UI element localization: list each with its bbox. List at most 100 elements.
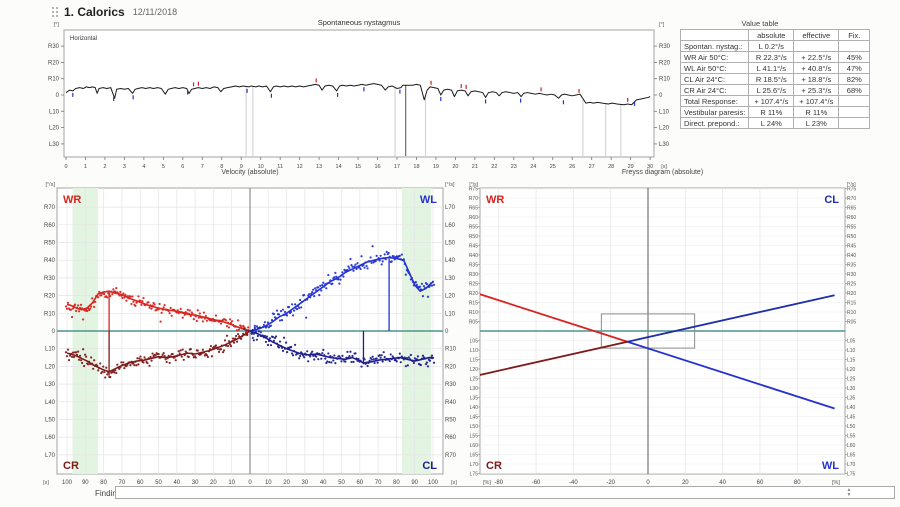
svg-text:R75: R75	[469, 186, 478, 192]
svg-text:WR: WR	[63, 194, 81, 206]
svg-text:-20: -20	[606, 480, 615, 486]
svg-text:R20: R20	[445, 364, 457, 370]
horizontal-trace	[65, 83, 651, 106]
svg-text:WL: WL	[822, 460, 839, 472]
value-table-row: Direct. prepond.: L 24% L 23%	[679, 117, 871, 129]
svg-text:R20: R20	[48, 60, 60, 66]
svg-text:R35: R35	[469, 262, 478, 268]
svg-text:CR: CR	[63, 460, 79, 472]
svg-text:0: 0	[248, 480, 252, 486]
svg-text:L70: L70	[45, 453, 56, 459]
value-table-cell	[838, 106, 871, 118]
svg-text:L70: L70	[445, 205, 456, 211]
drag-handle-icon[interactable]	[52, 7, 58, 17]
value-table-column-header	[679, 29, 750, 41]
svg-text:0: 0	[64, 164, 67, 170]
svg-text:60: 60	[757, 480, 764, 486]
value-table-cell	[838, 40, 871, 52]
svg-text:2: 2	[103, 164, 106, 170]
value-table-cell: + 22.5°/s	[793, 51, 840, 63]
value-table-cell: R 11%	[793, 106, 840, 118]
svg-text:1: 1	[84, 164, 87, 170]
svg-text:L30: L30	[45, 382, 56, 388]
svg-text:L50: L50	[470, 424, 479, 430]
svg-text:CR: CR	[486, 460, 502, 472]
svg-text:24: 24	[530, 164, 536, 170]
svg-text:R40: R40	[469, 253, 478, 259]
svg-text:WR: WR	[486, 194, 504, 206]
svg-text:R25: R25	[469, 281, 478, 287]
spontaneous-nystagmus-chart: Spontaneous nystagmus L30 L30 L20 L20 L10 L10 0…	[48, 18, 671, 170]
svg-text:[%]: [%]	[483, 480, 491, 486]
svg-text:15: 15	[355, 164, 361, 170]
svg-text:L15: L15	[470, 357, 479, 363]
svg-text:40: 40	[719, 480, 726, 486]
value-table-row: Spontan. nystag.: L 0.2°/s	[679, 40, 871, 52]
svg-text:R35: R35	[847, 262, 856, 268]
value-table-title: Value table	[741, 19, 779, 28]
svg-text:L40: L40	[45, 400, 56, 406]
svg-text:6: 6	[181, 164, 184, 170]
findings-input[interactable]	[115, 486, 895, 499]
svg-text:10: 10	[258, 164, 264, 170]
value-table-body: Spontan. nystag.: L 0.2°/s WR Air 50°C: R 2…	[679, 40, 871, 129]
svg-text:L25: L25	[470, 376, 479, 382]
svg-text:10: 10	[265, 480, 272, 486]
svg-text:0: 0	[646, 480, 650, 486]
scroll-up-button[interactable]: ▲	[846, 487, 852, 493]
value-table-row: Total Response: + 107.4°/s + 107.4°/s	[679, 95, 871, 107]
svg-text:R50: R50	[847, 234, 856, 240]
svg-text:R55: R55	[469, 224, 478, 230]
svg-text:16: 16	[374, 164, 380, 170]
svg-text:-60: -60	[532, 480, 541, 486]
svg-text:L60: L60	[847, 443, 856, 449]
svg-text:80: 80	[794, 480, 801, 486]
svg-text:L65: L65	[470, 452, 479, 458]
value-table-row: CL Air 24°C: R 18.5°/s + 18.8°/s 82%	[679, 73, 871, 85]
svg-text:R20: R20	[847, 291, 856, 297]
svg-text:[°]: [°]	[54, 22, 60, 28]
value-table-header: absolute effective Fix.	[679, 29, 871, 41]
svg-text:90: 90	[411, 480, 418, 486]
svg-text:17: 17	[394, 164, 400, 170]
svg-text:[s]: [s]	[661, 164, 667, 170]
value-table-cell: Total Response:	[679, 95, 750, 107]
svg-text:L30: L30	[470, 386, 479, 392]
svg-text:70: 70	[119, 480, 126, 486]
svg-text:L55: L55	[847, 433, 856, 439]
svg-text:L75: L75	[470, 471, 479, 477]
value-table-column-header: absolute	[748, 29, 795, 41]
value-table-row: WL Air 50°C: L 41.1°/s + 40.8°/s 47%	[679, 62, 871, 74]
svg-text:L20: L20	[45, 364, 56, 370]
svg-text:L45: L45	[847, 414, 856, 420]
value-table-row: WR Air 50°C: R 22.3°/s + 22.5°/s 45%	[679, 51, 871, 63]
svg-text:14: 14	[336, 164, 342, 170]
value-table-cell: L 24%	[748, 117, 795, 129]
svg-text:R15: R15	[847, 300, 856, 306]
svg-text:13: 13	[316, 164, 322, 170]
svg-text:R50: R50	[44, 241, 56, 247]
svg-text:R55: R55	[847, 224, 856, 230]
svg-text:L75: L75	[847, 471, 856, 477]
value-table-cell: L 25.6°/s	[748, 84, 795, 96]
value-table-cell: CL Air 24°C:	[679, 73, 750, 85]
svg-text:R40: R40	[445, 400, 457, 406]
value-table-cell: CR Air 24°C:	[679, 84, 750, 96]
svg-text:L20: L20	[445, 294, 456, 300]
svg-text:R70: R70	[847, 196, 856, 202]
svg-text:[°/s]: [°/s]	[445, 182, 455, 188]
svg-text:R45: R45	[847, 243, 856, 249]
svg-text:50: 50	[155, 480, 162, 486]
svg-text:3: 3	[123, 164, 126, 170]
svg-text:R20: R20	[469, 291, 478, 297]
value-table-cell: Vestibular paresis:	[679, 106, 750, 118]
svg-text:4: 4	[142, 164, 145, 170]
svg-text:R25: R25	[847, 281, 856, 287]
svg-text:R65: R65	[469, 205, 478, 211]
svg-text:[%]: [%]	[832, 480, 840, 486]
svg-text:R20: R20	[659, 60, 671, 66]
svg-text:11: 11	[277, 164, 283, 170]
value-table-cell: L 0.2°/s	[748, 40, 795, 52]
page-header: 1. Calorics 12/11/2018	[52, 4, 177, 20]
scroll-down-button[interactable]: ▼	[846, 492, 852, 498]
